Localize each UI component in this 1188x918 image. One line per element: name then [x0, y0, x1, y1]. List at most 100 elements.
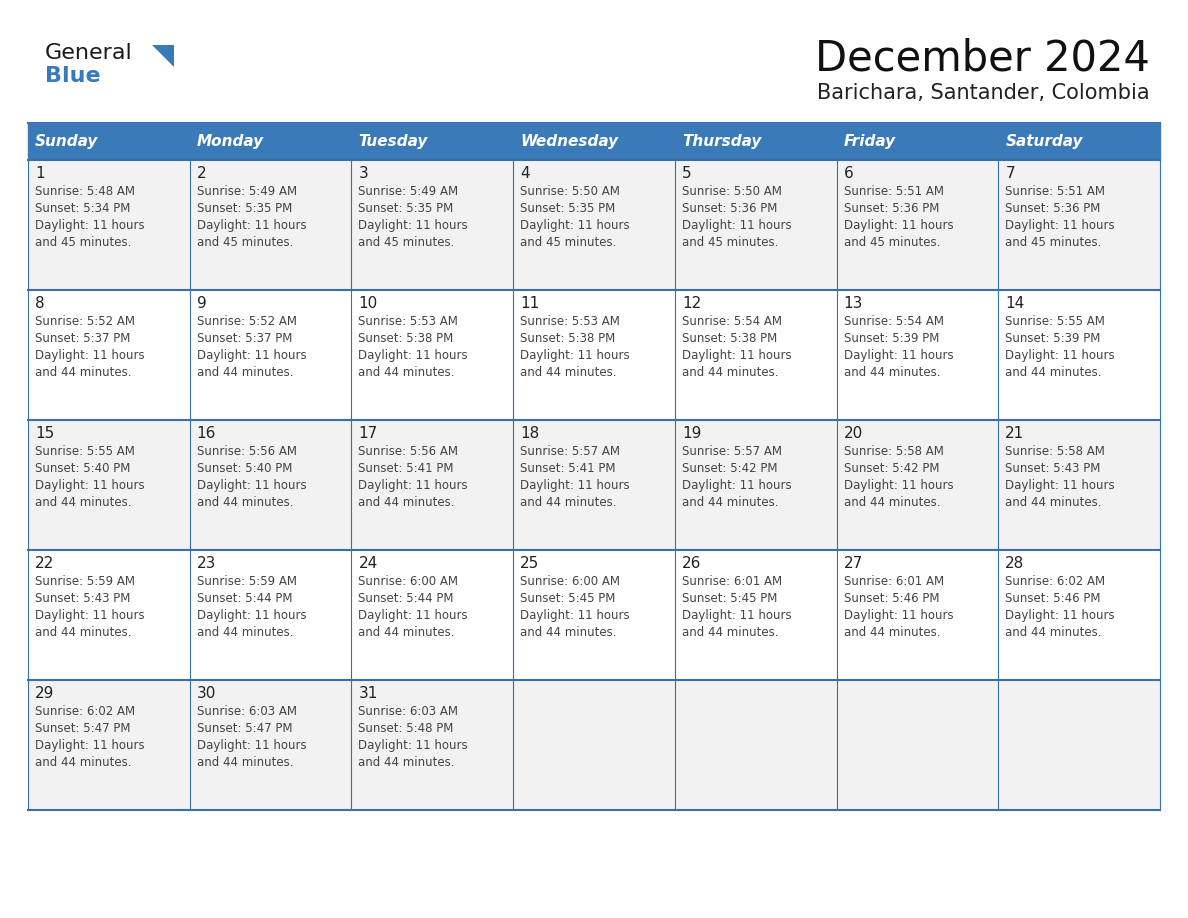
Text: and 44 minutes.: and 44 minutes. — [520, 626, 617, 639]
Text: 22: 22 — [34, 556, 55, 571]
Bar — [836, 160, 998, 290]
Bar — [998, 550, 1159, 680]
Text: and 45 minutes.: and 45 minutes. — [682, 236, 778, 249]
Text: and 44 minutes.: and 44 minutes. — [34, 496, 132, 509]
Bar — [29, 680, 190, 810]
Bar — [513, 290, 675, 420]
Text: Daylight: 11 hours: Daylight: 11 hours — [520, 609, 630, 622]
Text: and 45 minutes.: and 45 minutes. — [34, 236, 132, 249]
Bar — [190, 160, 352, 290]
Text: 1: 1 — [34, 166, 45, 181]
Text: 7: 7 — [1005, 166, 1015, 181]
Text: Daylight: 11 hours: Daylight: 11 hours — [359, 609, 468, 622]
Text: and 44 minutes.: and 44 minutes. — [843, 626, 940, 639]
Text: 2: 2 — [197, 166, 207, 181]
Bar — [998, 680, 1159, 810]
Text: Sunrise: 5:54 AM: Sunrise: 5:54 AM — [843, 315, 943, 328]
Text: Saturday: Saturday — [1005, 134, 1082, 149]
Text: Sunset: 5:48 PM: Sunset: 5:48 PM — [359, 722, 454, 735]
Text: 9: 9 — [197, 296, 207, 311]
Text: Thursday: Thursday — [682, 134, 762, 149]
Text: Monday: Monday — [197, 134, 264, 149]
Text: Sunset: 5:40 PM: Sunset: 5:40 PM — [197, 462, 292, 475]
Text: and 44 minutes.: and 44 minutes. — [843, 366, 940, 379]
Text: 21: 21 — [1005, 426, 1024, 441]
Text: Sunset: 5:39 PM: Sunset: 5:39 PM — [843, 332, 939, 345]
Text: and 45 minutes.: and 45 minutes. — [1005, 236, 1101, 249]
Text: and 45 minutes.: and 45 minutes. — [359, 236, 455, 249]
Text: 23: 23 — [197, 556, 216, 571]
Text: Sunset: 5:43 PM: Sunset: 5:43 PM — [1005, 462, 1100, 475]
Text: Sunset: 5:46 PM: Sunset: 5:46 PM — [1005, 592, 1101, 605]
Text: Sunset: 5:36 PM: Sunset: 5:36 PM — [682, 202, 777, 215]
Text: 8: 8 — [34, 296, 45, 311]
Text: Daylight: 11 hours: Daylight: 11 hours — [34, 479, 145, 492]
Bar — [352, 680, 513, 810]
Text: General: General — [45, 43, 133, 63]
Text: Sunrise: 5:59 AM: Sunrise: 5:59 AM — [34, 575, 135, 588]
Bar — [190, 420, 352, 550]
Bar — [29, 290, 190, 420]
Text: Sunrise: 5:51 AM: Sunrise: 5:51 AM — [843, 185, 943, 198]
Bar — [998, 290, 1159, 420]
Text: Sunrise: 5:51 AM: Sunrise: 5:51 AM — [1005, 185, 1105, 198]
Text: Daylight: 11 hours: Daylight: 11 hours — [34, 219, 145, 232]
Text: Daylight: 11 hours: Daylight: 11 hours — [197, 349, 307, 362]
Text: Sunrise: 5:55 AM: Sunrise: 5:55 AM — [1005, 315, 1105, 328]
Text: Daylight: 11 hours: Daylight: 11 hours — [1005, 349, 1114, 362]
Bar — [998, 160, 1159, 290]
Text: and 44 minutes.: and 44 minutes. — [520, 496, 617, 509]
Text: Sunrise: 5:56 AM: Sunrise: 5:56 AM — [359, 445, 459, 458]
Text: 30: 30 — [197, 686, 216, 701]
Text: and 44 minutes.: and 44 minutes. — [34, 626, 132, 639]
Text: Daylight: 11 hours: Daylight: 11 hours — [843, 349, 953, 362]
Text: Daylight: 11 hours: Daylight: 11 hours — [197, 739, 307, 752]
Text: Sunrise: 5:54 AM: Sunrise: 5:54 AM — [682, 315, 782, 328]
Text: Sunset: 5:40 PM: Sunset: 5:40 PM — [34, 462, 131, 475]
Text: Daylight: 11 hours: Daylight: 11 hours — [34, 349, 145, 362]
Bar — [29, 123, 190, 160]
Text: Sunset: 5:46 PM: Sunset: 5:46 PM — [843, 592, 939, 605]
Bar — [513, 420, 675, 550]
Text: Sunrise: 5:49 AM: Sunrise: 5:49 AM — [359, 185, 459, 198]
Text: 6: 6 — [843, 166, 853, 181]
Bar — [352, 550, 513, 680]
Text: Daylight: 11 hours: Daylight: 11 hours — [520, 349, 630, 362]
Text: Daylight: 11 hours: Daylight: 11 hours — [520, 219, 630, 232]
Text: Sunset: 5:41 PM: Sunset: 5:41 PM — [359, 462, 454, 475]
Text: Sunrise: 5:52 AM: Sunrise: 5:52 AM — [34, 315, 135, 328]
Text: Daylight: 11 hours: Daylight: 11 hours — [34, 609, 145, 622]
Text: and 44 minutes.: and 44 minutes. — [197, 496, 293, 509]
Text: 29: 29 — [34, 686, 55, 701]
Text: Sunrise: 6:00 AM: Sunrise: 6:00 AM — [520, 575, 620, 588]
Text: and 44 minutes.: and 44 minutes. — [682, 496, 778, 509]
Text: Daylight: 11 hours: Daylight: 11 hours — [520, 479, 630, 492]
Text: and 44 minutes.: and 44 minutes. — [359, 626, 455, 639]
Text: 15: 15 — [34, 426, 55, 441]
Text: Daylight: 11 hours: Daylight: 11 hours — [359, 219, 468, 232]
Bar — [675, 420, 836, 550]
Text: Sunset: 5:42 PM: Sunset: 5:42 PM — [843, 462, 939, 475]
Bar — [513, 680, 675, 810]
Text: and 44 minutes.: and 44 minutes. — [682, 626, 778, 639]
Bar — [998, 420, 1159, 550]
Text: Blue: Blue — [45, 66, 101, 86]
Text: 13: 13 — [843, 296, 862, 311]
Text: Sunrise: 6:03 AM: Sunrise: 6:03 AM — [197, 705, 297, 718]
Text: 3: 3 — [359, 166, 368, 181]
Text: and 44 minutes.: and 44 minutes. — [1005, 626, 1101, 639]
Bar — [190, 290, 352, 420]
Text: Sunset: 5:38 PM: Sunset: 5:38 PM — [520, 332, 615, 345]
Text: Sunrise: 5:50 AM: Sunrise: 5:50 AM — [682, 185, 782, 198]
Text: Sunrise: 5:53 AM: Sunrise: 5:53 AM — [520, 315, 620, 328]
Text: Sunrise: 6:02 AM: Sunrise: 6:02 AM — [34, 705, 135, 718]
Bar — [513, 123, 675, 160]
Text: Sunrise: 6:01 AM: Sunrise: 6:01 AM — [843, 575, 943, 588]
Text: Sunset: 5:44 PM: Sunset: 5:44 PM — [197, 592, 292, 605]
Text: and 44 minutes.: and 44 minutes. — [1005, 496, 1101, 509]
Text: 25: 25 — [520, 556, 539, 571]
Text: 26: 26 — [682, 556, 701, 571]
Text: Daylight: 11 hours: Daylight: 11 hours — [843, 609, 953, 622]
Text: Daylight: 11 hours: Daylight: 11 hours — [197, 479, 307, 492]
Text: and 44 minutes.: and 44 minutes. — [197, 626, 293, 639]
